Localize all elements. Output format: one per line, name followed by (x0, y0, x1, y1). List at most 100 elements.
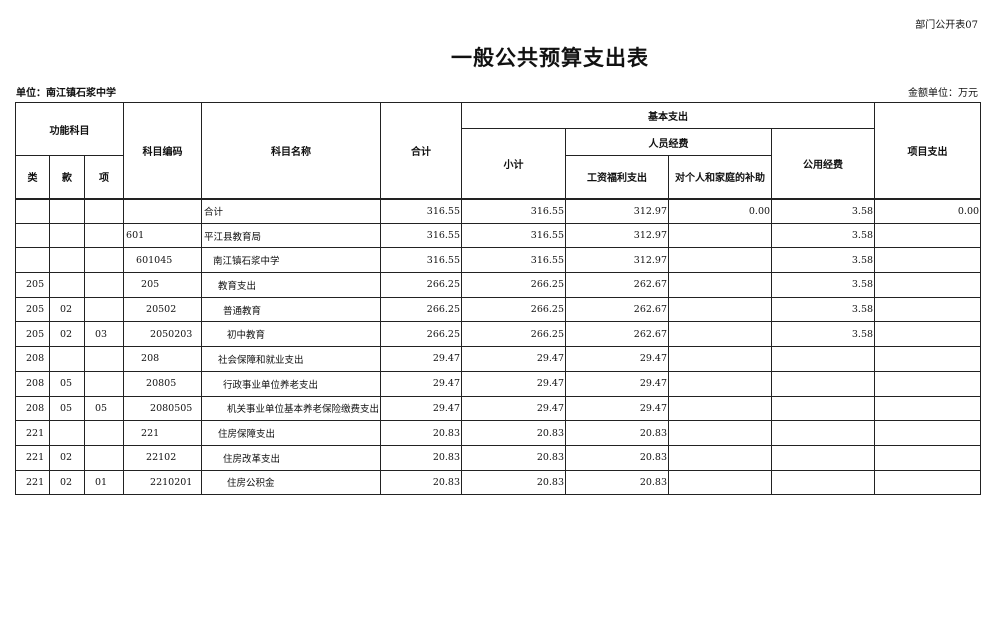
table-row: 合计 316.55 316.55 312.97 0.00 3.58 0.00 (15, 197, 982, 224)
cell-kuan (49, 247, 85, 274)
cell-subtotal: 29.47 (461, 370, 567, 397)
cell-public (771, 420, 876, 446)
cell-lei: 221 (15, 444, 50, 471)
cell-xiang: 01 (83, 469, 125, 496)
cell-total: 29.47 (380, 346, 463, 372)
cell-subtotal: 29.47 (461, 395, 567, 422)
cell-name: 社会保障和就业支出 (201, 346, 382, 372)
cell-public: 3.58 (771, 247, 876, 274)
cell-public (771, 444, 876, 471)
cell-subtotal: 316.55 (461, 247, 567, 274)
cell-wages: 29.47 (565, 370, 670, 397)
table-row: 205 02 03 2050203 初中教育 266.25 266.25 262.67 3.58 (15, 321, 982, 348)
cell-total: 20.83 (380, 469, 463, 496)
cell-total: 316.55 (380, 197, 463, 224)
cell-lei (15, 197, 50, 224)
cell-total: 20.83 (380, 420, 463, 446)
cell-subtotal: 20.83 (461, 469, 567, 496)
cell-code: 205 (123, 272, 203, 298)
cell-lei: 221 (15, 420, 50, 446)
header-code: 科目编码 (123, 102, 203, 199)
header-wages: 工资福利支出 (565, 155, 670, 199)
table-row: 601 平江县教育局 316.55 316.55 312.97 3.58 (15, 222, 982, 249)
cell-total: 316.55 (380, 222, 463, 249)
cell-name: 平江县教育局 (201, 222, 382, 249)
cell-project (874, 247, 982, 274)
cell-kuan (49, 346, 85, 372)
table-row: 221 02 22102 住房改革支出 20.83 20.83 20.83 (15, 444, 982, 471)
cell-project (874, 370, 982, 397)
cell-name: 教育支出 (201, 272, 382, 298)
cell-subtotal: 316.55 (461, 197, 567, 224)
cell-lei (15, 247, 50, 274)
cell-kuan (49, 420, 85, 446)
cell-lei (15, 222, 50, 249)
cell-wages: 312.97 (565, 247, 670, 274)
cell-xiang (83, 247, 125, 274)
page-title: 一般公共预算支出表 (451, 46, 649, 70)
cell-subsidy (668, 420, 773, 446)
header-name: 科目名称 (201, 102, 382, 199)
cell-public: 3.58 (771, 197, 876, 224)
header-lei: 类 (15, 155, 50, 199)
table-row: 601045 南江镇石浆中学 316.55 316.55 312.97 3.58 (15, 247, 982, 274)
cell-subsidy (668, 321, 773, 348)
cell-kuan (49, 197, 85, 224)
cell-public: 3.58 (771, 321, 876, 348)
cell-xiang (83, 420, 125, 446)
table-row: 221 02 01 2210201 住房公积金 20.83 20.83 20.83 (15, 469, 982, 496)
cell-xiang: 05 (83, 395, 125, 422)
cell-subtotal: 316.55 (461, 222, 567, 249)
header-subtotal: 小计 (461, 128, 567, 199)
cell-name: 南江镇石浆中学 (201, 247, 382, 274)
cell-lei: 208 (15, 370, 50, 397)
cell-xiang: 03 (83, 321, 125, 348)
cell-project (874, 395, 982, 422)
cell-total: 266.25 (380, 272, 463, 298)
cell-name: 住房公积金 (201, 469, 382, 496)
cell-subsidy (668, 469, 773, 496)
cell-total: 20.83 (380, 444, 463, 471)
cell-lei: 208 (15, 346, 50, 372)
cell-total: 266.25 (380, 296, 463, 323)
cell-name: 合计 (201, 197, 382, 224)
cell-xiang (83, 197, 125, 224)
cell-kuan: 05 (49, 395, 85, 422)
cell-kuan (49, 272, 85, 298)
cell-name: 普通教育 (201, 296, 382, 323)
cell-subtotal: 20.83 (461, 420, 567, 446)
cell-total: 316.55 (380, 247, 463, 274)
cell-code: 2080505 (123, 395, 203, 422)
header-personnel: 人员经费 (565, 128, 773, 156)
cell-wages: 312.97 (565, 197, 670, 224)
cell-wages: 29.47 (565, 346, 670, 372)
table-row: 208 208 社会保障和就业支出 29.47 29.47 29.47 (15, 346, 982, 372)
cell-name: 住房保障支出 (201, 420, 382, 446)
cell-lei: 205 (15, 272, 50, 298)
cell-code: 208 (123, 346, 203, 372)
header-subsidy: 对个人和家庭的补助 (668, 155, 773, 199)
cell-code: 601045 (123, 247, 203, 274)
cell-lei: 205 (15, 296, 50, 323)
cell-subtotal: 266.25 (461, 321, 567, 348)
header-project: 项目支出 (874, 102, 982, 199)
cell-wages: 262.67 (565, 321, 670, 348)
cell-wages: 312.97 (565, 222, 670, 249)
header-kuan: 款 (49, 155, 85, 199)
cell-xiang (83, 346, 125, 372)
cell-xiang (83, 222, 125, 249)
cell-xiang (83, 272, 125, 298)
header-xiang: 项 (83, 155, 125, 199)
doc-tag: 部门公开表07 (915, 20, 978, 31)
cell-lei: 221 (15, 469, 50, 496)
cell-kuan: 02 (49, 444, 85, 471)
cell-public: 3.58 (771, 222, 876, 249)
cell-subtotal: 266.25 (461, 272, 567, 298)
cell-subsidy (668, 444, 773, 471)
cell-wages: 20.83 (565, 469, 670, 496)
cell-project (874, 321, 982, 348)
header-total: 合计 (380, 102, 463, 199)
cell-total: 266.25 (380, 321, 463, 348)
unit-label: 单位：南江镇石浆中学 (16, 88, 116, 99)
cell-project (874, 444, 982, 471)
